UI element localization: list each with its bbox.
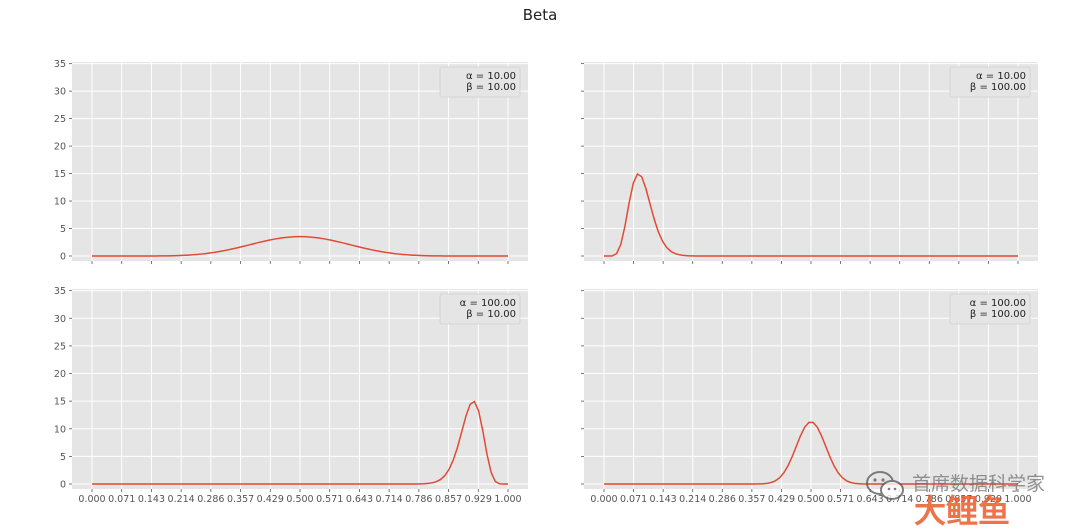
subplot-4: 0.000 0.071 0.143 0.214 0.286 0.357 0.429 0.500… <box>581 289 1038 505</box>
figure-title: Beta <box>522 6 558 24</box>
y-tick-label: 10 <box>54 424 66 435</box>
legend-entry: α = 10.00 <box>976 71 1026 82</box>
series-line <box>92 400 508 485</box>
watermark-line1: 首席数据科学家 <box>912 473 1045 495</box>
x-tick-label: 0.143 <box>650 494 677 505</box>
legend-entry: α = 100.00 <box>460 298 516 309</box>
x-tick-label: 0.929 <box>975 494 1002 505</box>
y-tick-label: 10 <box>54 197 66 208</box>
y-tick-label: 15 <box>54 169 66 180</box>
x-tick-label: 0.357 <box>227 494 254 505</box>
y-tick-label: 30 <box>54 87 66 98</box>
x-tick-label: 0.429 <box>768 494 795 505</box>
x-tick-label: 0.286 <box>197 494 224 505</box>
watermark-line2: 大鲤鱼 <box>914 492 1010 528</box>
x-tick-label: 0.571 <box>316 494 343 505</box>
legend-entry: α = 100.00 <box>970 298 1026 309</box>
x-tick-label: 0.571 <box>827 494 854 505</box>
legend-box <box>439 293 521 325</box>
watermark: 首席数据科学家 大鲤鱼 <box>862 466 1062 530</box>
series-line <box>604 421 1018 485</box>
x-tick-label: 0.786 <box>405 494 432 505</box>
y-tick-label: 0 <box>60 252 66 263</box>
x-tick-label: 0.357 <box>738 494 765 505</box>
y-tick-label: 0 <box>60 480 66 491</box>
subplot-2: α = 10.00β = 100.00 <box>581 62 1038 264</box>
x-tick-label: 0.214 <box>168 494 195 505</box>
x-tick-label: 0.857 <box>945 494 972 505</box>
x-tick-label: 0.714 <box>376 494 403 505</box>
subplot-1: 0 5 10 15 20 25 30 35 α = 10.00β = 10.00 <box>54 59 528 264</box>
legend-box <box>439 66 521 98</box>
x-tick-label: 0.000 <box>78 494 105 505</box>
y-tick-label: 5 <box>60 452 66 463</box>
x-tick-label: 0.643 <box>346 494 373 505</box>
legend-box <box>949 66 1031 98</box>
legend-box <box>949 293 1031 325</box>
x-tick-label: 0.143 <box>138 494 165 505</box>
x-tick-label: 0.643 <box>857 494 884 505</box>
y-tick-label: 25 <box>54 114 66 125</box>
y-tick-label: 15 <box>54 397 66 408</box>
y-tick-label: 20 <box>54 369 66 380</box>
y-tick-label: 35 <box>54 59 66 70</box>
x-tick-label: 0.286 <box>709 494 736 505</box>
x-tick-label: 0.500 <box>286 494 313 505</box>
legend-entry: β = 10.00 <box>466 309 516 320</box>
legend-entry: β = 100.00 <box>970 309 1026 320</box>
wechat-icon <box>866 471 904 500</box>
x-tick-label: 0.786 <box>916 494 943 505</box>
x-tick-label: 0.500 <box>797 494 824 505</box>
y-tick-label: 5 <box>60 224 66 235</box>
legend-entry: β = 10.00 <box>466 82 516 93</box>
x-tick-label: 0.071 <box>108 494 135 505</box>
series-line <box>604 172 1018 257</box>
y-tick-label: 30 <box>54 314 66 325</box>
series-line <box>92 235 508 257</box>
y-tick-label: 20 <box>54 142 66 153</box>
x-tick-label: 1.000 <box>1004 494 1031 505</box>
x-tick-label: 0.929 <box>465 494 492 505</box>
x-tick-label: 0.071 <box>620 494 647 505</box>
x-tick-label: 1.000 <box>494 494 521 505</box>
y-tick-label: 25 <box>54 341 66 352</box>
x-tick-label: 0.214 <box>679 494 706 505</box>
legend-entry: α = 10.00 <box>466 71 516 82</box>
x-tick-label: 0.429 <box>257 494 284 505</box>
legend-entry: β = 100.00 <box>970 82 1026 93</box>
y-tick-label: 35 <box>54 286 66 297</box>
x-tick-label: 0.000 <box>590 494 617 505</box>
x-tick-label: 0.714 <box>886 494 913 505</box>
x-tick-label: 0.857 <box>435 494 462 505</box>
